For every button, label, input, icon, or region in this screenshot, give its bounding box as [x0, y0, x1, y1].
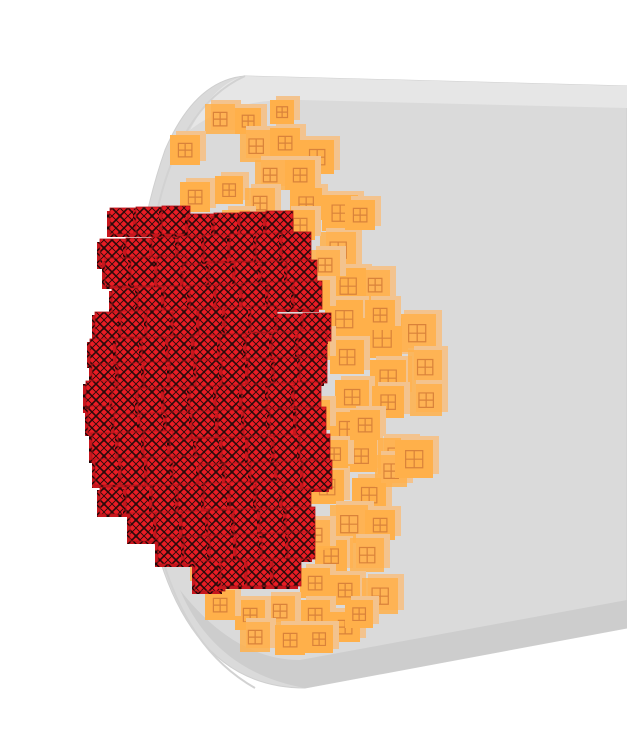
red-voxel-block [227, 233, 258, 264]
orange-voxel-block [180, 178, 216, 212]
orange-voxel-block [345, 196, 381, 230]
red-voxel-block [141, 361, 171, 391]
red-voxel-block [270, 557, 302, 589]
orange-voxel-block [205, 100, 241, 134]
red-voxel-block [89, 432, 120, 463]
red-voxel-block [118, 457, 149, 488]
red-voxel-block [97, 486, 128, 517]
red-voxel-block [85, 405, 116, 436]
red-voxel-block [243, 332, 274, 363]
red-voxel-cluster [83, 205, 333, 594]
red-voxel-block [291, 381, 322, 412]
red-voxel-block [144, 309, 175, 340]
red-voxel-block [279, 231, 312, 264]
cylinder-top-highlight [190, 76, 627, 130]
red-voxel-block [218, 559, 248, 589]
orange-voxel-block [205, 586, 241, 620]
red-voxel-block [201, 482, 231, 512]
orange-voxel-block [235, 104, 267, 134]
red-voxel-block [133, 206, 164, 237]
orange-voxel-block [270, 96, 300, 124]
red-voxel-block [189, 410, 219, 440]
red-voxel-block [285, 531, 316, 562]
orange-voxel-block [350, 534, 390, 572]
red-voxel-block [248, 305, 278, 335]
orange-voxel-block [305, 621, 339, 653]
red-voxel-block [259, 532, 289, 562]
orange-voxel-block [240, 618, 276, 652]
orange-voxel-block [270, 124, 306, 158]
orange-voxel-block [170, 131, 206, 165]
red-voxel-block [201, 234, 231, 264]
red-voxel-block [300, 459, 333, 492]
orange-voxel-block [350, 406, 386, 440]
orange-voxel-block [410, 380, 448, 416]
red-voxel-block [244, 558, 275, 589]
orange-voxel-block [215, 172, 249, 204]
orange-voxel-block [408, 346, 448, 384]
red-voxel-block [154, 255, 188, 289]
red-voxel-block [135, 387, 165, 417]
red-voxel-block [118, 310, 148, 340]
orange-voxel-block [360, 266, 396, 300]
red-voxel-block [227, 481, 258, 512]
red-voxel-block [219, 436, 250, 467]
orange-voxel-block [395, 436, 439, 478]
red-voxel-block [265, 382, 295, 412]
cylinder-bottom-shade [180, 590, 627, 688]
orange-voxel-block [365, 296, 401, 330]
red-voxel-block [291, 280, 323, 312]
orange-voxel-block [345, 596, 379, 628]
red-voxel-block [271, 356, 301, 386]
red-voxel-block [155, 536, 186, 567]
orange-voxel-block [398, 310, 442, 352]
red-voxel-block [107, 207, 137, 237]
red-voxel-block [297, 355, 328, 386]
red-voxel-block [167, 360, 198, 391]
red-voxel-block [215, 409, 246, 440]
orange-voxel-block [285, 156, 321, 190]
red-voxel-block [92, 458, 122, 488]
